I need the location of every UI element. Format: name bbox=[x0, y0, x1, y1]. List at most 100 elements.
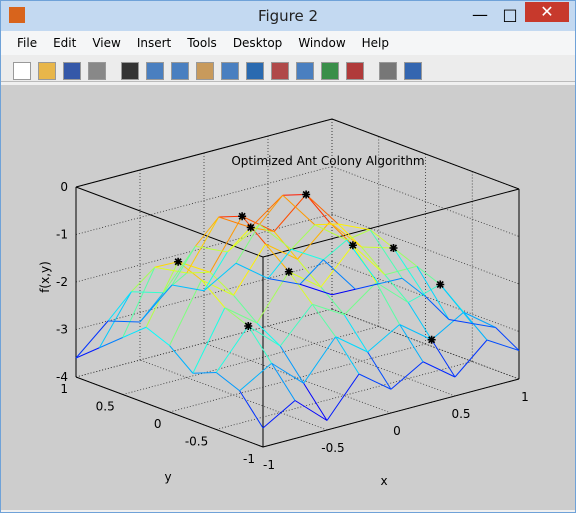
mesh-segment bbox=[431, 339, 456, 378]
mesh-segment bbox=[224, 307, 249, 327]
mesh-segment bbox=[320, 286, 345, 316]
mesh-segment bbox=[346, 229, 371, 241]
mesh-segment bbox=[271, 362, 296, 401]
axis-line bbox=[75, 376, 264, 448]
toolbar-button[interactable] bbox=[171, 62, 189, 80]
z-tick-label: -2 bbox=[56, 275, 68, 289]
z-axis-label: f(x,y) bbox=[38, 261, 52, 293]
menu-item[interactable]: Edit bbox=[53, 36, 77, 50]
toolbar-button[interactable] bbox=[38, 62, 56, 80]
mesh-segment bbox=[361, 246, 394, 249]
toolbar-button[interactable] bbox=[88, 62, 106, 80]
mesh-segment bbox=[314, 224, 347, 241]
mesh-segment bbox=[390, 361, 424, 390]
z-tick-label: -3 bbox=[56, 323, 68, 337]
mesh-segment bbox=[169, 345, 194, 374]
toolbar-button[interactable] bbox=[379, 62, 397, 80]
toolbar-button[interactable] bbox=[63, 62, 81, 80]
mesh-segment bbox=[343, 314, 369, 353]
mesh-segment bbox=[299, 283, 333, 296]
menu-item[interactable]: Desktop bbox=[232, 36, 283, 50]
mesh-segment bbox=[154, 266, 187, 274]
toolbar-button[interactable] bbox=[221, 62, 239, 80]
minimize[interactable]: — bbox=[472, 5, 488, 24]
mesh-segment bbox=[486, 339, 520, 351]
mesh-segment bbox=[401, 277, 426, 297]
mesh-segment bbox=[282, 194, 316, 226]
y-tick-label: 0 bbox=[154, 417, 162, 431]
mesh-segment bbox=[267, 278, 301, 285]
ant-point bbox=[389, 244, 398, 252]
mesh-segment bbox=[203, 262, 237, 292]
close[interactable]: ✕ bbox=[525, 2, 569, 22]
x-axis-label: x bbox=[380, 474, 387, 488]
toolbar bbox=[1, 55, 575, 82]
mesh-segment bbox=[259, 224, 292, 250]
ant-point bbox=[246, 223, 255, 232]
toolbar-button[interactable] bbox=[146, 62, 164, 80]
mesh-segment bbox=[139, 284, 173, 323]
grid-line bbox=[75, 166, 333, 235]
toolbar-button[interactable] bbox=[271, 62, 289, 80]
mesh-segment bbox=[367, 351, 392, 390]
y-tick-label: 0.5 bbox=[96, 400, 115, 414]
x-tick-label: 0 bbox=[393, 424, 401, 438]
mesh-segment bbox=[154, 261, 179, 268]
mesh-segment bbox=[463, 311, 488, 341]
menu-bar: File Edit View Insert Tools Desktop Window Help bbox=[1, 31, 575, 55]
mesh-segment bbox=[320, 244, 354, 288]
menu-item[interactable]: Help bbox=[361, 36, 389, 50]
mesh-segment bbox=[463, 311, 496, 328]
mesh-segment bbox=[265, 243, 298, 260]
mesh-segment bbox=[250, 194, 284, 228]
mesh-segment bbox=[297, 258, 322, 288]
toolbar-button[interactable] bbox=[246, 62, 264, 80]
x-tick-label: -0.5 bbox=[321, 441, 344, 455]
mesh-segment bbox=[422, 361, 456, 378]
mesh-segment bbox=[192, 307, 226, 374]
mesh-segment bbox=[399, 324, 432, 341]
toolbar-button[interactable] bbox=[196, 62, 214, 80]
toolbar-button[interactable] bbox=[121, 62, 139, 80]
mesh-segment bbox=[241, 215, 275, 232]
mesh-segment bbox=[186, 216, 220, 274]
menu-item[interactable]: File bbox=[17, 36, 38, 50]
ant-point bbox=[174, 257, 183, 266]
mesh-segment bbox=[291, 248, 324, 261]
menu-item[interactable]: View bbox=[92, 36, 121, 50]
mesh-segment bbox=[215, 372, 240, 392]
menu-item[interactable]: Tools bbox=[187, 36, 217, 50]
axis-line bbox=[75, 118, 333, 188]
mesh-segment bbox=[265, 243, 290, 273]
toolbar-button[interactable] bbox=[296, 62, 314, 80]
x-tick-label: -1 bbox=[263, 458, 275, 472]
mesh-segment bbox=[408, 284, 441, 303]
mesh-segment bbox=[303, 382, 328, 421]
mesh-segment bbox=[203, 251, 228, 292]
mesh-segment bbox=[378, 277, 403, 285]
mesh-segment bbox=[271, 362, 304, 384]
maximize[interactable]: □ bbox=[502, 5, 518, 24]
menu-item[interactable]: Window bbox=[298, 36, 346, 50]
toolbar-button[interactable] bbox=[404, 62, 422, 80]
mesh-segment bbox=[338, 223, 371, 231]
mesh-segment bbox=[186, 271, 211, 274]
x-tick-label: 0.5 bbox=[451, 407, 470, 421]
mesh-segment bbox=[312, 303, 345, 316]
mesh-segment bbox=[323, 239, 348, 261]
menu-item[interactable]: Insert bbox=[136, 36, 172, 50]
mesh-segment bbox=[448, 319, 473, 324]
mesh-segment bbox=[305, 194, 330, 223]
z-tick-label: -1 bbox=[56, 228, 68, 242]
mesh-segment bbox=[131, 291, 164, 294]
toolbar-button[interactable] bbox=[346, 62, 364, 80]
axis-line bbox=[331, 118, 520, 190]
toolbar-button[interactable] bbox=[13, 62, 31, 80]
mesh-segment bbox=[294, 400, 328, 421]
mesh-segment bbox=[305, 194, 339, 225]
grid-line bbox=[122, 326, 379, 395]
y-tick-label: 1 bbox=[60, 382, 68, 396]
toolbar-button[interactable] bbox=[321, 62, 339, 80]
mesh-segment bbox=[472, 323, 496, 328]
